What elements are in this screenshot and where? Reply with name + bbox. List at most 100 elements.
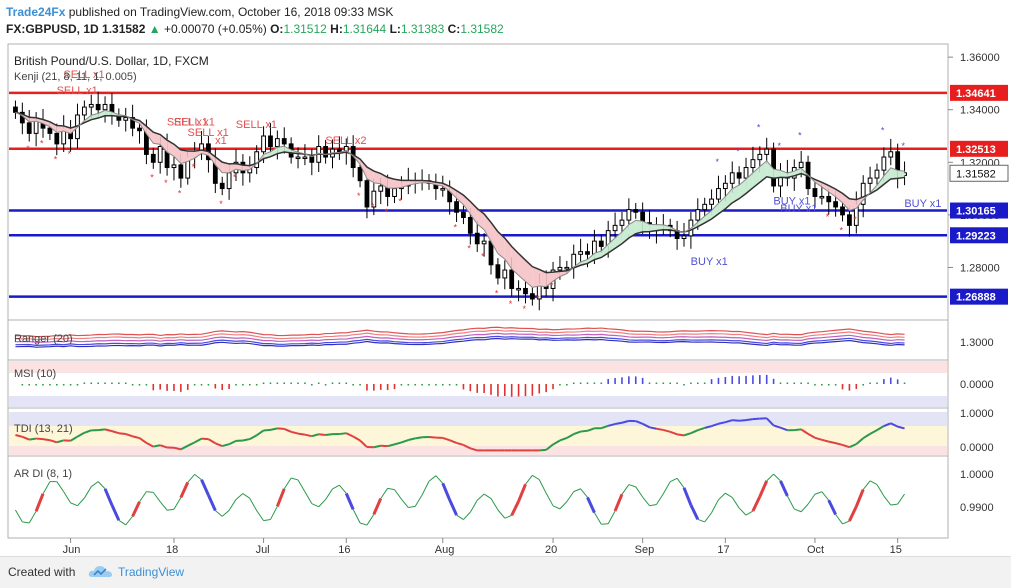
- ardi-pane[interactable]: AR DI (8, 1) 1.0000 0.9900: [8, 456, 994, 538]
- footer: Created with TradingView: [0, 556, 1011, 588]
- msi-bar: [559, 384, 561, 386]
- msi-bar: [814, 384, 816, 386]
- sell-marker-icon: *: [219, 199, 223, 209]
- buy-marker-icon: *: [777, 141, 781, 151]
- tdi-tick-high: 1.0000: [960, 408, 994, 420]
- candle-body: [565, 267, 569, 269]
- msi-pane[interactable]: MSI (10) 0.0000: [8, 360, 994, 408]
- x-tick-label: 15: [890, 544, 902, 556]
- symbol-label[interactable]: FX:GBPUSD, 1D: [6, 22, 99, 36]
- tdi-segment: [732, 420, 739, 421]
- msi-bar: [63, 384, 65, 386]
- tdi-pane[interactable]: TDI (13, 21) 1.0000 0.0000: [8, 408, 994, 456]
- msi-bar: [711, 379, 713, 384]
- author-link[interactable]: Trade24Fx: [6, 5, 65, 19]
- msi-bar: [394, 384, 396, 389]
- msi-bar: [442, 384, 444, 386]
- msi-bar: [421, 384, 423, 386]
- low-label: L:: [390, 22, 401, 36]
- sell-marker-icon: *: [150, 173, 154, 183]
- x-tick-label: Sep: [635, 544, 655, 556]
- msi-bar: [718, 378, 720, 384]
- level-tag-label: 1.30165: [956, 206, 996, 218]
- msi-bar: [401, 384, 403, 386]
- candle-body: [151, 154, 155, 162]
- sell-marker-icon: *: [192, 162, 196, 172]
- msi-bar: [146, 384, 148, 386]
- msi-bar: [332, 383, 334, 385]
- msi-bar: [849, 384, 851, 391]
- level-tag-label: 1.26888: [956, 292, 996, 304]
- msi-bar: [780, 383, 782, 385]
- tdi-segment: [36, 439, 43, 440]
- chart-area[interactable]: ******************************** SELL x1…: [0, 40, 1011, 556]
- sell-signal-label: SELL x2: [325, 135, 366, 147]
- msi-bar: [35, 384, 37, 386]
- tradingview-link[interactable]: TradingView: [118, 565, 184, 579]
- tdi-segment: [29, 439, 36, 440]
- candle-body: [324, 147, 328, 158]
- candle-body: [717, 189, 721, 200]
- tradingview-cloud-icon[interactable]: [88, 563, 114, 579]
- msi-bar: [807, 383, 809, 385]
- msi-bar: [828, 384, 830, 386]
- msi-bar: [325, 384, 327, 386]
- msi-bar: [738, 376, 740, 384]
- price-axis[interactable]: 1.360001.340001.320001.300001.280001.346…: [948, 52, 1008, 305]
- candle-body: [48, 128, 52, 133]
- current-price-label: 1.31582: [956, 168, 996, 180]
- msi-bar: [497, 384, 499, 397]
- msi-bar: [669, 383, 671, 385]
- msi-bar: [525, 384, 527, 396]
- tdi-segment: [615, 423, 622, 424]
- ranger-pane[interactable]: Ranger (20) 1.3000: [8, 320, 994, 360]
- msi-bar: [456, 384, 458, 386]
- tdi-segment: [319, 434, 326, 435]
- candle-body: [282, 139, 286, 144]
- y-tick-label: 1.34000: [960, 105, 1000, 117]
- msi-bar: [518, 384, 520, 397]
- msi-bar: [587, 383, 589, 385]
- sell-marker-icon: *: [233, 173, 237, 183]
- price-pane[interactable]: ******************************** SELL x1…: [8, 44, 948, 320]
- candle-body: [503, 270, 507, 278]
- msi-bar: [339, 383, 341, 385]
- msi-title: MSI (10): [14, 368, 56, 380]
- candle-body: [848, 215, 852, 226]
- buy-marker-icon: *: [902, 141, 906, 151]
- msi-bar: [290, 383, 292, 385]
- sell-marker-icon: *: [840, 225, 844, 235]
- ardi-tick-low: 0.9900: [960, 502, 994, 514]
- sell-marker-icon: *: [68, 149, 72, 159]
- msi-bar: [345, 383, 347, 385]
- candle-body: [269, 136, 273, 147]
- candle-body: [558, 267, 562, 270]
- msi-bar: [380, 384, 382, 390]
- tdi-segment: [650, 427, 657, 428]
- msi-bar: [621, 377, 623, 384]
- msi-bar: [697, 383, 699, 385]
- candle-body: [682, 236, 686, 239]
- candle-body: [393, 189, 397, 197]
- msi-bar: [725, 377, 727, 384]
- candle-body: [703, 204, 707, 209]
- candle-body: [96, 104, 100, 109]
- msi-bar: [318, 383, 320, 385]
- msi-bar: [869, 383, 871, 385]
- msi-bar: [277, 383, 279, 385]
- candle-body: [14, 107, 18, 112]
- msi-bar: [242, 384, 244, 386]
- msi-bar: [573, 383, 575, 385]
- sell-signal-label: x1: [215, 135, 227, 147]
- y-tick-label: 1.28000: [960, 262, 1000, 274]
- candle-body: [179, 165, 183, 178]
- main-title: British Pound/U.S. Dollar, 1D, FXCM: [14, 54, 209, 68]
- msi-bar: [387, 384, 389, 390]
- tdi-segment: [264, 430, 271, 431]
- quote-line: FX:GBPUSD, 1D 1.31582 ▲ +0.00070 (+0.05%…: [6, 22, 504, 36]
- x-tick-label: Jun: [63, 544, 81, 556]
- msi-bar: [28, 384, 30, 386]
- sell-signal-label: SELL x1: [57, 85, 98, 97]
- candle-body: [827, 196, 831, 201]
